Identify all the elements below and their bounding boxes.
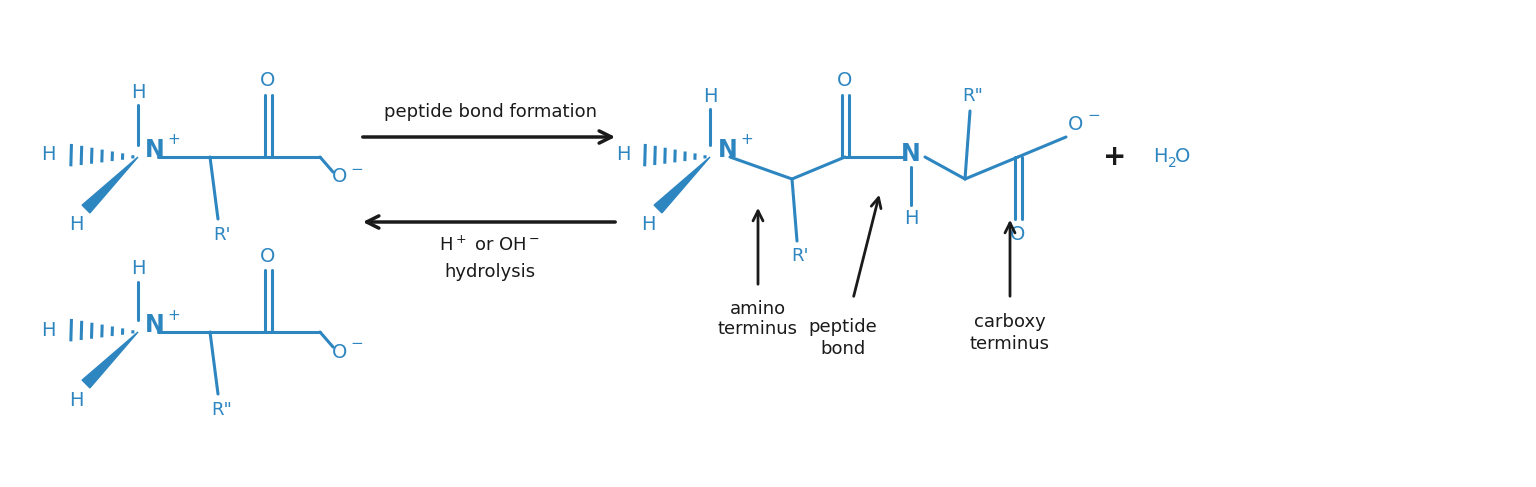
Text: R': R' (791, 247, 809, 265)
Text: R': R' (214, 226, 230, 244)
Polygon shape (81, 332, 138, 388)
Text: H: H (69, 391, 83, 410)
Text: R": R" (212, 401, 232, 419)
Text: O: O (1011, 225, 1026, 244)
Text: H: H (616, 146, 630, 165)
Text: terminus: terminus (717, 320, 799, 338)
Text: +: + (740, 132, 753, 148)
Text: O: O (260, 246, 275, 265)
Text: 2: 2 (1167, 156, 1177, 170)
Text: +: + (1103, 143, 1127, 171)
Text: R": R" (963, 87, 983, 105)
Polygon shape (654, 157, 710, 213)
Text: O: O (1069, 115, 1084, 134)
Text: H$^+$ or OH$^-$: H$^+$ or OH$^-$ (439, 235, 541, 255)
Text: N: N (144, 138, 164, 162)
Text: O: O (260, 72, 275, 91)
Text: −: − (350, 162, 364, 176)
Text: O: O (332, 342, 347, 361)
Text: peptide bond formation: peptide bond formation (384, 103, 596, 121)
Text: H: H (69, 216, 83, 235)
Text: H: H (131, 260, 146, 279)
Polygon shape (81, 157, 138, 213)
Text: peptide: peptide (808, 318, 877, 336)
Text: H: H (41, 320, 55, 339)
Text: O: O (837, 72, 852, 91)
Text: +: + (167, 132, 180, 148)
Text: carboxy: carboxy (974, 313, 1046, 331)
Text: −: − (350, 337, 364, 352)
Text: O: O (332, 168, 347, 187)
Text: H: H (703, 88, 717, 107)
Text: +: + (167, 307, 180, 322)
Text: amino: amino (730, 300, 786, 318)
Text: H: H (131, 82, 146, 101)
Text: H: H (1152, 148, 1167, 167)
Text: bond: bond (820, 340, 866, 358)
Text: N: N (144, 313, 164, 337)
Text: H: H (641, 216, 656, 235)
Text: O: O (1175, 148, 1190, 167)
Text: N: N (719, 138, 737, 162)
Text: −: − (1087, 108, 1100, 123)
Text: terminus: terminus (971, 335, 1051, 353)
Text: N: N (902, 142, 922, 166)
Text: H: H (903, 209, 919, 228)
Text: hydrolysis: hydrolysis (444, 263, 536, 281)
Text: H: H (41, 146, 55, 165)
